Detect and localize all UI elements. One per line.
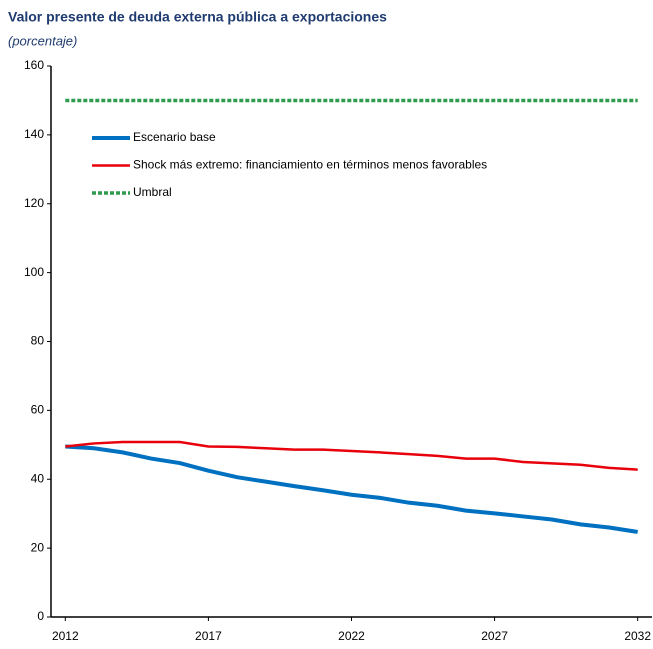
- x-tick-label: 2017: [195, 629, 222, 643]
- chart-title: Valor presente de deuda externa pública …: [8, 9, 387, 25]
- x-tick-label: 2022: [338, 629, 365, 643]
- x-tick-label: 2012: [52, 629, 79, 643]
- y-tick-label: 40: [31, 471, 45, 485]
- y-tick-label: 80: [31, 334, 45, 348]
- y-tick-label: 20: [31, 540, 45, 554]
- y-tick-label: 60: [31, 403, 45, 417]
- y-tick-label: 120: [24, 196, 44, 210]
- y-tick-label: 0: [37, 609, 44, 623]
- chart-subtitle: (porcentaje): [8, 33, 77, 48]
- y-tick-label: 100: [24, 265, 44, 279]
- legend-label: Escenario base: [133, 130, 216, 144]
- legend-label: Umbral: [133, 185, 172, 199]
- series-line: [65, 444, 638, 534]
- x-tick-label: 2027: [481, 629, 508, 643]
- y-tick-label: 160: [24, 58, 44, 72]
- y-tick-label: 140: [24, 127, 44, 141]
- series-line: [65, 440, 638, 471]
- x-tick-label: 2032: [624, 629, 651, 643]
- legend-label: Shock más extremo: financiamiento en tér…: [133, 158, 487, 172]
